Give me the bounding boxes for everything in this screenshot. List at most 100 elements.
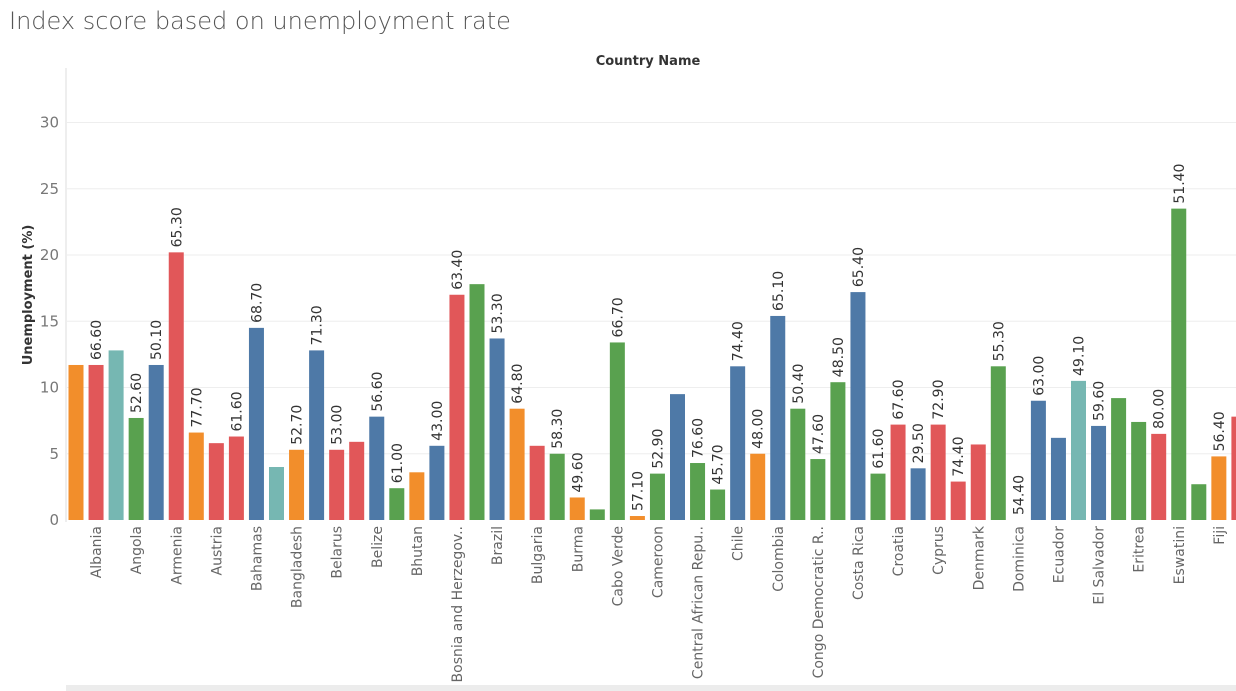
bar	[108, 350, 124, 520]
bar	[1171, 208, 1187, 520]
x-tick-label: Brazil	[490, 526, 506, 565]
data-label: 52.70	[290, 405, 306, 445]
y-axis-title: Unemployment (%)	[21, 225, 36, 366]
bar	[228, 436, 244, 520]
bar	[690, 463, 706, 520]
data-label: 49.10	[1072, 336, 1088, 376]
data-label: 50.10	[149, 320, 165, 360]
bar	[1091, 425, 1107, 520]
data-label: 54.40	[1011, 475, 1027, 515]
y-tick-label: 20	[40, 246, 59, 264]
bar	[629, 516, 645, 520]
y-tick-label: 5	[49, 445, 59, 463]
bar	[549, 453, 565, 520]
bar	[449, 294, 465, 520]
bar	[750, 453, 766, 520]
bar	[88, 364, 104, 520]
bar	[1151, 433, 1167, 520]
x-tick-label: Dominica	[1011, 526, 1027, 592]
bar	[609, 342, 625, 520]
x-tick-label: Albania	[89, 526, 105, 578]
data-label: 64.80	[510, 364, 526, 404]
bar	[429, 445, 445, 520]
data-label: 56.40	[1212, 411, 1228, 451]
bar	[148, 364, 164, 520]
data-label: 67.60	[891, 380, 907, 420]
y-axis: 0 5 10 15 20 25 30	[40, 114, 59, 530]
data-label: 45.70	[711, 444, 727, 484]
bar	[188, 432, 204, 520]
data-label: 49.60	[570, 452, 586, 492]
x-tick-label: Ecuador	[1051, 526, 1067, 583]
bar	[509, 408, 525, 520]
bars	[68, 208, 1236, 520]
bar	[649, 473, 665, 520]
bar	[810, 459, 826, 520]
y-tick-label: 25	[40, 180, 59, 198]
chart-title: Index score based on unemployment rate	[9, 7, 511, 35]
x-tick-label: Bosnia and Herzegov..	[450, 526, 466, 682]
bar	[469, 284, 485, 520]
data-label: 80.00	[1152, 389, 1168, 429]
data-label: 74.40	[951, 436, 967, 476]
x-tick-label: Eswatini	[1172, 526, 1188, 584]
data-label: 66.60	[89, 320, 105, 360]
bar	[950, 481, 966, 520]
data-label: 47.60	[811, 414, 827, 454]
bar	[529, 445, 545, 520]
data-label: 55.30	[991, 321, 1007, 361]
x-tick-label: Bulgaria	[530, 526, 546, 584]
bar	[1071, 380, 1086, 520]
data-label: 61.00	[390, 443, 406, 483]
x-tick-label: Chile	[731, 526, 747, 561]
x-tick-label: Bangladesh	[290, 526, 306, 608]
horizontal-scrollbar[interactable]	[66, 685, 1236, 691]
y-tick-label: 30	[40, 114, 59, 132]
x-tick-label: Bahamas	[249, 526, 265, 591]
data-label: 61.60	[871, 429, 887, 469]
bar	[670, 394, 685, 520]
x-tick-label: Belarus	[330, 526, 346, 579]
data-label: 52.90	[650, 429, 666, 469]
bar	[830, 382, 846, 520]
data-label: 63.00	[1031, 356, 1047, 396]
x-axis: Albania Angola Armenia Austria Bahamas Bangla…	[89, 525, 1228, 682]
bar	[208, 443, 224, 520]
x-tick-label: Cyprus	[931, 526, 947, 575]
x-tick-label: El Salvador	[1092, 526, 1108, 605]
data-label: 58.30	[550, 409, 566, 449]
bar	[489, 338, 505, 520]
data-label: 77.70	[189, 387, 205, 427]
bar	[1050, 437, 1066, 520]
bar	[730, 366, 746, 520]
data-label: 66.70	[610, 297, 626, 337]
x-tick-label: Colombia	[771, 526, 787, 592]
data-label: 43.00	[430, 401, 446, 441]
bar	[389, 488, 405, 520]
x-tick-label: Austria	[209, 526, 225, 575]
bar	[349, 441, 365, 520]
x-tick-label: Eritrea	[1132, 526, 1148, 573]
column-header: Country Name	[596, 54, 701, 69]
y-tick-label: 0	[49, 511, 59, 529]
bar	[289, 449, 305, 520]
bar	[1111, 398, 1127, 520]
bar	[1211, 456, 1227, 520]
bar	[128, 417, 144, 520]
bar	[890, 424, 906, 520]
data-label: 48.50	[831, 337, 847, 377]
x-tick-label: Cabo Verde	[610, 526, 626, 606]
x-tick-label: Bhutan	[410, 526, 426, 576]
data-label: 74.40	[731, 321, 747, 361]
bar	[329, 449, 345, 520]
x-tick-label: Congo Democratic R..	[811, 526, 827, 678]
data-label: 51.40	[1172, 164, 1188, 204]
y-tick-label: 10	[40, 379, 59, 397]
data-label: 68.70	[249, 283, 265, 323]
data-label: 56.60	[370, 372, 386, 412]
bar	[1231, 416, 1236, 520]
bar	[409, 472, 425, 520]
bar	[569, 497, 585, 520]
data-label: 61.60	[229, 391, 245, 431]
